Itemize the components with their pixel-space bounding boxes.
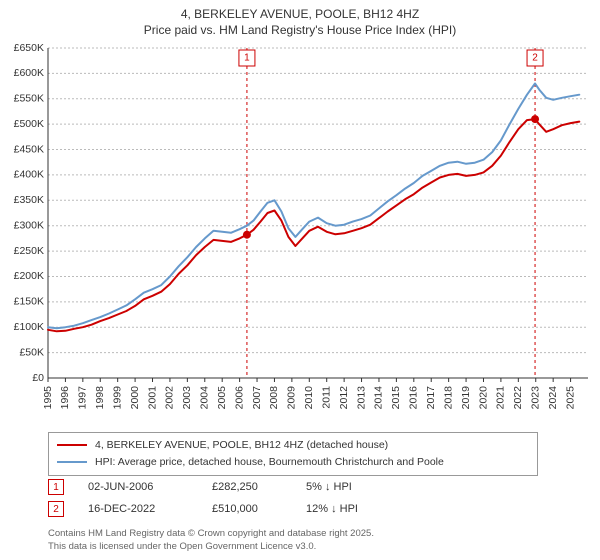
legend: 4, BERKELEY AVENUE, POOLE, BH12 4HZ (det…: [48, 432, 538, 476]
legend-item-price-paid: 4, BERKELEY AVENUE, POOLE, BH12 4HZ (det…: [57, 437, 529, 454]
svg-text:2007: 2007: [251, 386, 263, 410]
event-footnotes: 1 02-JUN-2006 £282,250 5% ↓ HPI 2 16-DEC…: [48, 476, 396, 520]
svg-text:2000: 2000: [129, 386, 141, 410]
svg-text:2021: 2021: [495, 386, 507, 410]
svg-text:2: 2: [532, 53, 538, 64]
svg-text:2001: 2001: [146, 386, 158, 410]
svg-text:2012: 2012: [338, 386, 350, 410]
credits-line-1: Contains HM Land Registry data © Crown c…: [48, 528, 374, 541]
svg-text:£100K: £100K: [14, 321, 44, 333]
chart-title: 4, BERKELEY AVENUE, POOLE, BH12 4HZ Pric…: [0, 0, 600, 38]
svg-text:2010: 2010: [303, 386, 315, 410]
footnote-row-1: 1 02-JUN-2006 £282,250 5% ↓ HPI: [48, 476, 396, 498]
svg-text:1998: 1998: [94, 386, 106, 410]
svg-text:£600K: £600K: [14, 67, 44, 79]
svg-text:2009: 2009: [286, 386, 298, 410]
svg-text:£200K: £200K: [14, 270, 44, 282]
chart-svg: £0 £50K £100K £150K £200K £250K £300K £350K £400…: [0, 42, 600, 424]
svg-text:2020: 2020: [477, 386, 489, 410]
footnote-row-2: 2 16-DEC-2022 £510,000 12% ↓ HPI: [48, 498, 396, 520]
legend-swatch-price-paid: [57, 444, 87, 446]
svg-text:1999: 1999: [111, 386, 123, 410]
svg-text:2022: 2022: [512, 386, 524, 410]
svg-text:2015: 2015: [390, 386, 402, 410]
footnote-marker-2-label: 2: [53, 504, 59, 515]
svg-text:2011: 2011: [320, 386, 332, 409]
svg-text:2002: 2002: [164, 386, 176, 410]
footnote-marker-1-label: 1: [53, 482, 59, 493]
footnote-marker-2: 2: [48, 501, 64, 517]
legend-item-hpi: HPI: Average price, detached house, Bour…: [57, 454, 529, 471]
footnote-2-diff: 12% ↓ HPI: [306, 503, 396, 515]
legend-label-hpi: HPI: Average price, detached house, Bour…: [95, 454, 444, 471]
svg-text:£150K: £150K: [14, 296, 44, 308]
svg-text:1995: 1995: [42, 386, 54, 410]
svg-text:£350K: £350K: [14, 194, 44, 206]
svg-text:2023: 2023: [530, 386, 542, 410]
svg-text:£500K: £500K: [14, 118, 44, 130]
svg-text:2008: 2008: [268, 386, 280, 410]
title-line-2: Price paid vs. HM Land Registry's House …: [0, 22, 600, 38]
svg-text:£250K: £250K: [14, 245, 44, 257]
footnote-marker-1: 1: [48, 479, 64, 495]
svg-text:1996: 1996: [59, 386, 71, 410]
svg-text:2017: 2017: [425, 386, 437, 410]
svg-text:2024: 2024: [547, 386, 559, 410]
svg-text:2004: 2004: [199, 386, 211, 410]
svg-text:£550K: £550K: [14, 93, 44, 105]
credits-line-2: This data is licensed under the Open Gov…: [48, 541, 374, 554]
credits: Contains HM Land Registry data © Crown c…: [48, 528, 374, 554]
svg-text:2013: 2013: [355, 386, 367, 410]
svg-text:2006: 2006: [233, 386, 245, 410]
svg-text:2003: 2003: [181, 386, 193, 410]
footnote-1-date: 02-JUN-2006: [88, 481, 188, 493]
svg-text:2018: 2018: [442, 386, 454, 410]
svg-text:£400K: £400K: [14, 169, 44, 181]
svg-text:£50K: £50K: [19, 346, 44, 358]
svg-text:2025: 2025: [564, 386, 576, 410]
title-line-1: 4, BERKELEY AVENUE, POOLE, BH12 4HZ: [0, 6, 600, 22]
footnote-1-diff: 5% ↓ HPI: [306, 481, 396, 493]
svg-text:£450K: £450K: [14, 143, 44, 155]
svg-text:1: 1: [244, 53, 250, 64]
svg-text:£650K: £650K: [14, 42, 44, 54]
footnote-2-date: 16-DEC-2022: [88, 503, 188, 515]
svg-text:2019: 2019: [460, 386, 472, 410]
svg-text:2005: 2005: [216, 386, 228, 410]
footnote-2-price: £510,000: [212, 503, 282, 515]
footnote-1-price: £282,250: [212, 481, 282, 493]
svg-text:1997: 1997: [77, 386, 89, 410]
svg-text:2016: 2016: [408, 386, 420, 410]
svg-text:£300K: £300K: [14, 219, 44, 231]
chart-plot-area: £0 £50K £100K £150K £200K £250K £300K £350K £400…: [0, 42, 600, 424]
svg-text:£0: £0: [32, 372, 44, 384]
legend-swatch-hpi: [57, 461, 87, 463]
legend-label-price-paid: 4, BERKELEY AVENUE, POOLE, BH12 4HZ (det…: [95, 437, 388, 454]
chart-container: 4, BERKELEY AVENUE, POOLE, BH12 4HZ Pric…: [0, 0, 600, 560]
svg-text:2014: 2014: [373, 386, 385, 410]
